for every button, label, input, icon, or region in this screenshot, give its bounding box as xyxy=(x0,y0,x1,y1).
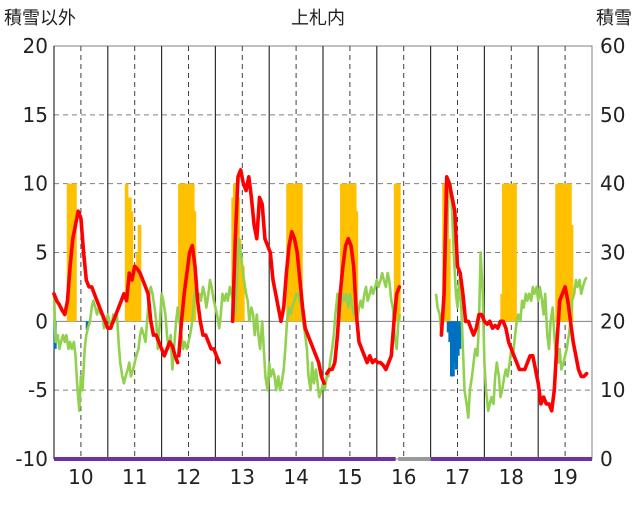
right-tick-label: 20 xyxy=(600,309,625,333)
precip-bar xyxy=(124,183,129,322)
blue-bar xyxy=(451,321,455,377)
precip-bar xyxy=(241,266,245,322)
left-tick-label: 20 xyxy=(23,34,48,58)
x-tick-label: 11 xyxy=(122,465,147,489)
right-tick-label: 30 xyxy=(600,241,625,265)
red-series-line xyxy=(52,168,589,413)
precip-bar xyxy=(354,211,359,322)
axes: -10 -5 0 5 10 15 20 0 10 20 30 40 50 60 10 11 12 13 14 15 16… xyxy=(15,34,625,489)
series-lines xyxy=(52,168,592,461)
blue-bar xyxy=(454,321,459,370)
precip-bar xyxy=(447,238,451,322)
precip-bar xyxy=(397,183,401,322)
left-tick-label: 0 xyxy=(35,309,48,333)
precip-bar xyxy=(569,224,574,322)
blue-bar xyxy=(85,321,89,330)
x-tick-label: 16 xyxy=(391,465,416,489)
blue-bar xyxy=(446,321,450,333)
left-tick-label: -5 xyxy=(28,378,48,402)
right-axis-label: 積雪 xyxy=(596,8,632,29)
right-tick-label: 50 xyxy=(600,103,625,127)
x-tick-label: 12 xyxy=(176,465,201,489)
left-tick-label: -10 xyxy=(15,447,48,471)
right-tick-label: 10 xyxy=(600,378,625,402)
right-tick-label: 60 xyxy=(600,34,625,58)
left-tick-label: 5 xyxy=(35,241,48,265)
blue-bar xyxy=(448,321,452,342)
left-tick-label: 10 xyxy=(23,172,48,196)
precip-bar xyxy=(513,183,517,322)
blue-bar xyxy=(453,321,457,363)
x-tick-label: 17 xyxy=(445,465,470,489)
blue-bar xyxy=(449,321,454,377)
left-tick-label: 15 xyxy=(23,103,48,127)
x-tick-label: 14 xyxy=(283,465,308,489)
blue-bar xyxy=(458,321,462,349)
precip-bar xyxy=(73,183,77,322)
x-tick-label: 10 xyxy=(68,465,93,489)
x-tick-label: 13 xyxy=(230,465,255,489)
precip-bar xyxy=(131,266,135,322)
x-tick-label: 18 xyxy=(499,465,524,489)
right-tick-label: 40 xyxy=(600,172,625,196)
precip-bar xyxy=(299,183,303,322)
right-tick-label: 0 xyxy=(600,447,613,471)
left-axis-label: 積雪以外 xyxy=(4,8,76,29)
chart-title: 上札内 xyxy=(291,8,345,29)
x-tick-label: 15 xyxy=(337,465,362,489)
x-tick-label: 19 xyxy=(552,465,577,489)
blue-bar xyxy=(456,321,460,356)
